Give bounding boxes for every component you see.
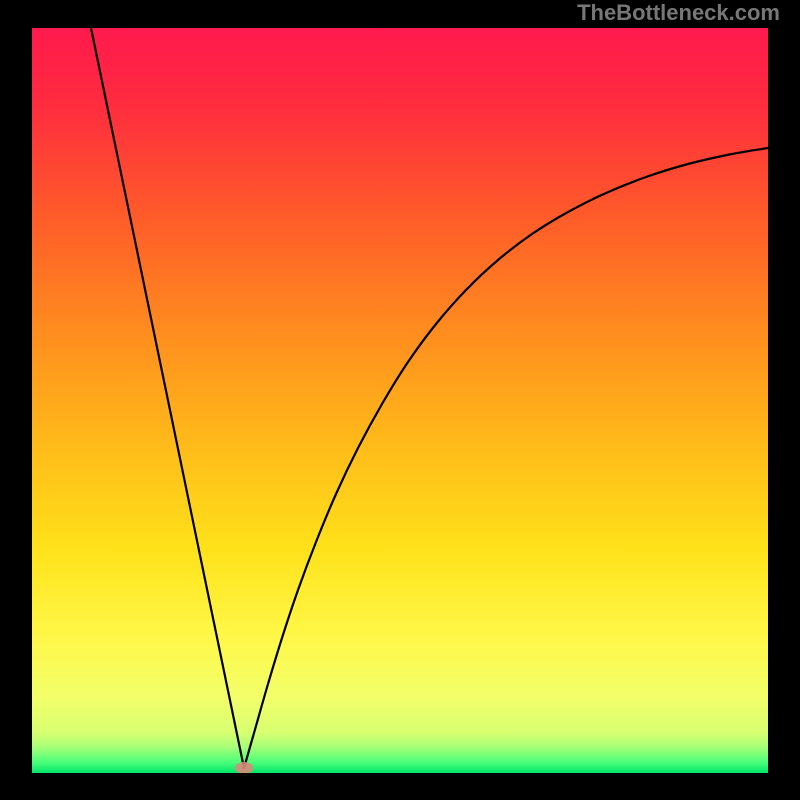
gradient-background xyxy=(32,28,768,773)
plot-svg xyxy=(32,28,768,773)
plot-area xyxy=(32,28,768,773)
watermark-text: TheBottleneck.com xyxy=(577,0,780,26)
chart-frame: TheBottleneck.com xyxy=(0,0,800,800)
